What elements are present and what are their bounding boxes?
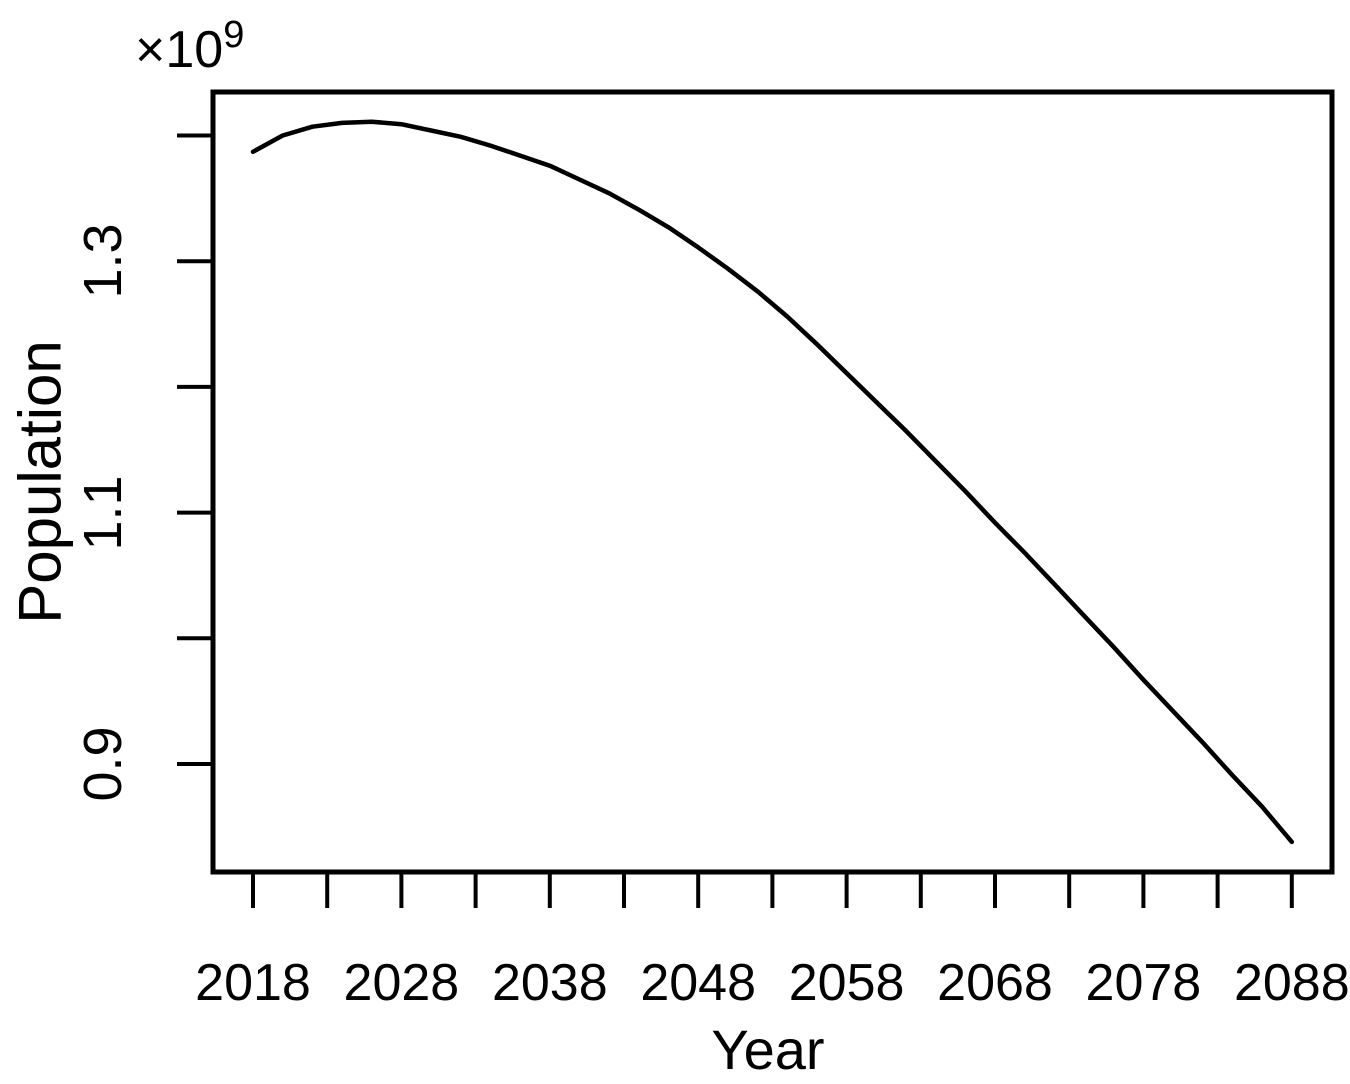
x-tick-label: 2078 (1085, 954, 1202, 1012)
y-axis-multiplier-exponent: 9 (223, 14, 245, 56)
x-tick-label: 2048 (640, 954, 757, 1012)
population-curve (250, 119, 1295, 845)
x-tick-label: 2018 (195, 954, 311, 1012)
y-tick-label: 1.1 (73, 475, 133, 551)
x-axis-title: Year (711, 1018, 825, 1081)
x-tick-label: 2088 (1233, 954, 1350, 1012)
x-tick-label: 2068 (937, 954, 1053, 1012)
x-tick-label: 2038 (491, 954, 608, 1012)
x-tick-label: 2058 (788, 954, 905, 1012)
y-tick-label: 1.3 (73, 223, 133, 299)
x-tick-label: 2028 (343, 954, 460, 1012)
y-axis-multiplier: ×109 (135, 16, 244, 79)
plot-border (210, 89, 1335, 875)
y-tick-label: 0.9 (73, 726, 133, 802)
y-axis-title: Population (6, 340, 74, 624)
y-axis-multiplier-base: ×10 (135, 21, 224, 79)
